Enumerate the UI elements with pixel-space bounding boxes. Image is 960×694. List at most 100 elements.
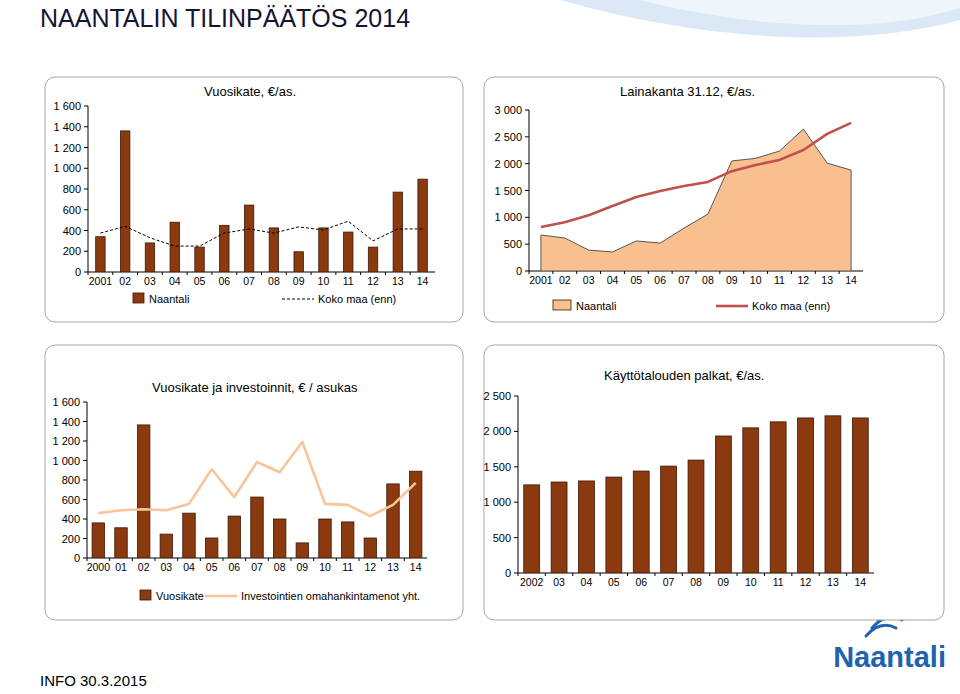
- bar: [296, 543, 308, 558]
- x-tick-label: 06: [228, 561, 240, 573]
- x-tick: [109, 558, 110, 561]
- x-tick-label: 04: [607, 274, 619, 286]
- y-tick: [525, 136, 529, 137]
- x-tick-label: 08: [268, 275, 280, 287]
- bar: [96, 237, 105, 272]
- x-tick: [291, 558, 292, 561]
- bar: [294, 252, 303, 272]
- y-tick-label: 200: [63, 245, 81, 257]
- bar: [160, 534, 172, 558]
- x-tick: [404, 558, 405, 561]
- x-tick: [600, 271, 601, 274]
- x-tick-label: 11: [343, 275, 354, 287]
- x-tick-label: 2002: [520, 576, 544, 588]
- x-tick-label: 10: [750, 274, 762, 286]
- x-tick: [137, 272, 138, 275]
- panel: [484, 345, 944, 620]
- bar: [364, 538, 376, 558]
- y-tick-label: 600: [62, 494, 80, 506]
- x-tick-label: 08: [690, 576, 702, 588]
- x-tick: [360, 272, 361, 275]
- bar: [688, 460, 704, 573]
- x-tick: [839, 271, 840, 274]
- bar: [393, 192, 402, 272]
- y-tick: [84, 126, 88, 127]
- x-tick: [648, 271, 649, 274]
- y-tick: [84, 251, 88, 252]
- x-tick: [672, 271, 673, 274]
- x-tick-label: 13: [392, 275, 404, 287]
- y-tick-label: 1 200: [52, 435, 80, 447]
- x-tick-label: 05: [608, 576, 620, 588]
- x-tick-label: 07: [678, 274, 690, 286]
- x-tick-label: 04: [581, 576, 593, 588]
- bar: [228, 516, 240, 558]
- y-tick-label: 2 500: [494, 131, 522, 143]
- x-tick: [767, 271, 768, 274]
- y-tick-label: 0: [505, 567, 511, 579]
- x-tick: [600, 573, 601, 576]
- x-tick-label: 12: [367, 275, 379, 287]
- x-tick: [261, 272, 262, 275]
- x-tick: [682, 573, 683, 576]
- y-tick: [83, 460, 87, 461]
- line: [100, 221, 422, 246]
- y-tick: [84, 272, 88, 273]
- x-tick: [112, 272, 113, 275]
- x-tick-label: 13: [387, 561, 399, 573]
- bar: [145, 243, 154, 272]
- x-tick-label: 10: [745, 576, 757, 588]
- y-tick-label: 2 000: [494, 158, 522, 170]
- y-tick: [83, 499, 87, 500]
- legend-item: Vuosikate: [140, 590, 204, 602]
- y-tick-label: 1 000: [53, 162, 81, 174]
- y-tick-label: 500: [493, 532, 511, 544]
- y-tick: [514, 431, 518, 432]
- y-tick: [84, 189, 88, 190]
- bar: [633, 471, 649, 573]
- y-tick-label: 3 000: [494, 104, 522, 116]
- bar: [92, 523, 104, 558]
- x-tick: [576, 271, 577, 274]
- y-tick-label: 800: [62, 474, 80, 486]
- x-tick: [518, 573, 519, 576]
- line: [98, 442, 415, 516]
- bar: [743, 428, 759, 573]
- legend-key: [716, 305, 748, 308]
- y-tick: [525, 217, 529, 218]
- x-tick: [545, 573, 546, 576]
- x-tick-label: 02: [138, 561, 150, 573]
- x-tick: [385, 272, 386, 275]
- x-tick-label: 10: [319, 561, 331, 573]
- bar: [341, 522, 353, 558]
- x-tick-label: 14: [845, 274, 857, 286]
- x-tick-label: 12: [800, 576, 812, 588]
- y-tick-label: 1 400: [53, 121, 81, 133]
- bar: [170, 222, 179, 272]
- x-tick-label: 04: [169, 275, 181, 287]
- x-tick: [719, 271, 720, 274]
- y-tick-label: 400: [62, 513, 80, 525]
- x-tick-label: 13: [821, 274, 833, 286]
- x-tick-label: 02: [119, 275, 131, 287]
- chart: Lainakanta 31.12, €/as.05001 0001 5002 0…: [484, 77, 944, 322]
- decoration-swoosh: [560, 0, 960, 37]
- y-tick-label: 1 600: [53, 100, 81, 112]
- x-tick: [187, 272, 188, 275]
- x-tick-label: 08: [702, 274, 714, 286]
- y-tick: [525, 110, 529, 111]
- bar: [770, 422, 786, 573]
- y-tick: [514, 573, 518, 574]
- x-tick: [359, 558, 360, 561]
- x-tick-label: 13: [827, 576, 839, 588]
- y-tick: [84, 168, 88, 169]
- y-tick-label: 0: [75, 266, 81, 278]
- x-tick-label: 11: [342, 561, 353, 573]
- y-tick: [84, 230, 88, 231]
- x-tick: [737, 573, 738, 576]
- legend-item: Naantali: [553, 300, 616, 312]
- y-tick-label: 200: [62, 533, 80, 545]
- y-tick: [525, 271, 529, 272]
- bar: [579, 481, 595, 573]
- x-tick-label: 12: [798, 274, 810, 286]
